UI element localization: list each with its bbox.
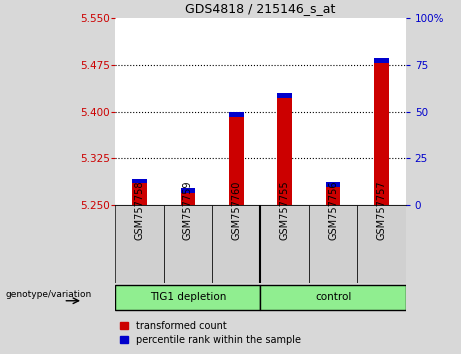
- Bar: [132, 179, 147, 183]
- Bar: [260, 205, 309, 283]
- Bar: [181, 188, 195, 193]
- Bar: [278, 98, 292, 205]
- Text: genotype/variation: genotype/variation: [6, 290, 92, 299]
- Bar: [357, 205, 406, 283]
- Bar: [132, 183, 147, 205]
- Bar: [229, 112, 243, 116]
- Bar: [115, 285, 260, 310]
- Bar: [229, 116, 243, 205]
- Bar: [278, 93, 292, 98]
- Text: GSM757760: GSM757760: [231, 181, 241, 240]
- Bar: [260, 285, 406, 310]
- Title: GDS4818 / 215146_s_at: GDS4818 / 215146_s_at: [185, 2, 336, 15]
- Text: control: control: [315, 292, 351, 302]
- Bar: [212, 205, 260, 283]
- Text: GSM757758: GSM757758: [135, 181, 144, 240]
- Text: GSM757755: GSM757755: [280, 181, 290, 240]
- Text: GSM757756: GSM757756: [328, 181, 338, 240]
- Text: GSM757759: GSM757759: [183, 181, 193, 240]
- Bar: [374, 58, 389, 63]
- Text: TIG1 depletion: TIG1 depletion: [150, 292, 226, 302]
- Bar: [164, 205, 212, 283]
- Text: GSM757757: GSM757757: [377, 181, 386, 240]
- Legend: transformed count, percentile rank within the sample: transformed count, percentile rank withi…: [120, 321, 301, 345]
- Bar: [115, 205, 164, 283]
- Bar: [326, 182, 340, 187]
- Bar: [374, 63, 389, 205]
- Bar: [326, 187, 340, 205]
- Bar: [309, 205, 357, 283]
- Bar: [181, 193, 195, 205]
